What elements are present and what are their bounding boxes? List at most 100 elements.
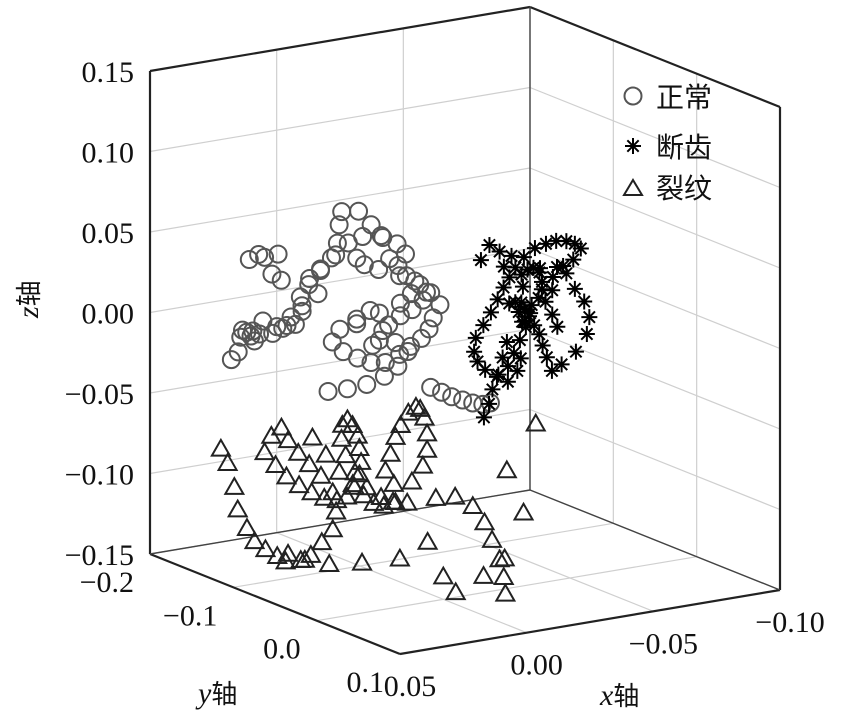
- point-asterisk: [538, 349, 555, 366]
- z-axis-suffix: 轴: [15, 280, 45, 306]
- point-triangle: [373, 494, 395, 514]
- point-triangle: [311, 531, 333, 551]
- asterisk-stroke: [516, 280, 530, 294]
- asterisk-stroke: [626, 139, 640, 153]
- point-triangle: [383, 473, 405, 492]
- point-triangle: [384, 426, 407, 445]
- point-triangle: [413, 406, 436, 426]
- series-triangle: [210, 395, 547, 602]
- point-triangle: [277, 542, 299, 562]
- point-triangle: [412, 454, 434, 474]
- frame-edge: [399, 588, 781, 656]
- z-tick-label: −0.05: [65, 378, 134, 411]
- point-triangle: [405, 395, 427, 415]
- series-asterisk: [466, 232, 598, 426]
- point-circle: [337, 379, 357, 399]
- point-circle: [419, 319, 439, 339]
- point-circle: [292, 301, 312, 321]
- asterisk-stroke: [478, 363, 492, 377]
- point-asterisk: [544, 268, 561, 285]
- point-circle: [388, 356, 408, 376]
- x-tick-label: −0.05: [629, 627, 698, 660]
- point-asterisk: [498, 334, 515, 351]
- asterisk-stroke: [527, 318, 541, 332]
- point-asterisk: [514, 313, 531, 330]
- grid-line-z-back-right: [529, 86, 781, 189]
- legend-label-broken-tooth: 断齿: [656, 131, 712, 164]
- x-tick-label: 0.05: [384, 670, 437, 703]
- point-triangle: [432, 565, 455, 585]
- legend-item-crack: 裂纹: [622, 172, 712, 205]
- asterisk-stroke: [509, 261, 522, 274]
- point-circle: [338, 233, 358, 253]
- point-triangle: [493, 547, 516, 567]
- point-circle: [348, 348, 368, 368]
- point-triangle: [473, 511, 496, 531]
- point-triangle: [210, 437, 232, 457]
- point-asterisk: [484, 381, 501, 398]
- point-triangle: [313, 487, 335, 506]
- point-asterisk: [503, 247, 520, 264]
- point-asterisk: [544, 282, 561, 299]
- frame-edge: [529, 5, 781, 109]
- point-circle: [329, 215, 349, 235]
- point-triangle: [462, 495, 484, 514]
- point-asterisk: [509, 362, 526, 379]
- point-triangle: [322, 518, 344, 538]
- point-asterisk: [553, 356, 570, 373]
- point-asterisk: [495, 258, 512, 275]
- point-circle: [390, 293, 410, 313]
- point-circle: [318, 381, 338, 401]
- point-circle: [255, 247, 275, 267]
- point-circle: [442, 387, 462, 407]
- point-circle: [373, 228, 393, 248]
- legend-marker-triangle: [622, 178, 644, 196]
- point-circle: [357, 374, 377, 394]
- point-asterisk: [515, 249, 532, 266]
- point-triangle: [253, 441, 276, 461]
- point-asterisk: [543, 362, 560, 379]
- point-triangle: [328, 461, 351, 480]
- asterisk-stroke: [580, 327, 594, 341]
- point-asterisk: [625, 138, 641, 154]
- point-triangle: [493, 566, 515, 585]
- point-circle: [390, 306, 410, 326]
- point-asterisk: [494, 349, 511, 366]
- point-triangle: [512, 501, 535, 521]
- asterisk-stroke: [486, 383, 499, 396]
- asterisk-stroke: [471, 355, 484, 368]
- point-asterisk: [526, 240, 543, 257]
- point-asterisk: [565, 251, 582, 268]
- point-triangle: [310, 464, 332, 484]
- grid-line-z-back-right: [529, 408, 781, 511]
- point-circle: [233, 320, 252, 340]
- point-asterisk: [511, 332, 528, 349]
- point-triangle: [315, 443, 337, 463]
- asterisk-stroke: [469, 331, 483, 345]
- point-circle: [311, 259, 330, 279]
- asterisk-stroke: [493, 245, 506, 258]
- point-circle: [421, 377, 441, 397]
- z-tick-label: −0.10: [65, 459, 134, 492]
- point-triangle: [236, 517, 258, 537]
- point-triangle: [330, 427, 353, 447]
- point-triangle: [294, 548, 316, 568]
- point-asterisk: [531, 326, 548, 343]
- grid-line-z-back-left: [149, 247, 531, 314]
- asterisk-stroke: [508, 295, 522, 309]
- y-axis-var: y: [195, 677, 212, 710]
- point-triangle: [336, 485, 358, 505]
- point-asterisk: [534, 273, 550, 290]
- point-circle: [390, 266, 410, 286]
- z-tick-label: 0.05: [82, 217, 135, 250]
- point-asterisk: [475, 409, 492, 426]
- point-triangle: [318, 553, 340, 573]
- asterisk-stroke: [500, 335, 514, 349]
- point-triangle: [325, 500, 347, 520]
- point-triangle: [243, 530, 266, 550]
- z-axis-label: z轴: [12, 280, 45, 319]
- point-triangle: [444, 485, 466, 505]
- point-asterisk: [489, 291, 506, 308]
- y-tick-label: −0.1: [163, 599, 217, 632]
- point-triangle: [351, 551, 373, 571]
